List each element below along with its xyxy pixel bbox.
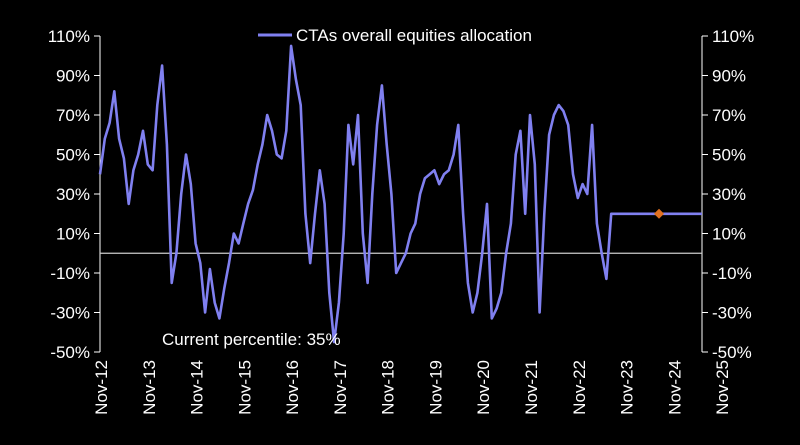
y-tick-label: -30%	[712, 304, 752, 323]
x-tick-label: Nov-21	[522, 360, 541, 415]
y-tick-label: -10%	[50, 264, 90, 283]
y-tick-labels-right: -50% -30% -10% 10% 30% 50% 70% 90% 110%	[702, 27, 754, 362]
x-tick-label: Nov-12	[92, 360, 111, 415]
x-tick-label: Nov-22	[570, 360, 589, 415]
x-tick-label: Nov-18	[379, 360, 398, 415]
y-tick-label: 30%	[712, 185, 746, 204]
y-tick-label: 70%	[712, 106, 746, 125]
x-tick-label: Nov-20	[474, 360, 493, 415]
legend: CTAs overall equities allocation	[258, 26, 532, 45]
y-tick-label: 110%	[712, 27, 754, 46]
y-tick-label: -50%	[50, 343, 90, 362]
y-tick-label: 50%	[712, 146, 746, 165]
y-tick-label: 70%	[56, 106, 90, 125]
x-tick-label: Nov-19	[426, 360, 445, 415]
x-tick-label: Nov-16	[283, 360, 302, 415]
x-tick-label: Nov-17	[331, 360, 350, 415]
y-tick-labels-left: -50% -30% -10% 10% 30% 50% 70% 90% 110%	[48, 27, 100, 362]
y-tick-label: 50%	[56, 146, 90, 165]
y-tick-label: -10%	[712, 264, 752, 283]
y-tick-label: -30%	[50, 304, 90, 323]
y-tick-label: 90%	[56, 67, 90, 86]
y-tick-label: 30%	[56, 185, 90, 204]
x-tick-labels: Nov-12 Nov-13 Nov-14 Nov-15 Nov-16 Nov-17 Nov-…	[92, 360, 732, 415]
y-tick-label: -50%	[712, 343, 752, 362]
legend-label: CTAs overall equities allocation	[296, 26, 532, 45]
x-tick-label: Nov-14	[188, 360, 207, 415]
y-tick-label: 90%	[712, 67, 746, 86]
y-tick-label: 10%	[712, 225, 746, 244]
y-tick-label: 110%	[48, 27, 90, 46]
series-layer	[98, 44, 702, 344]
x-tick-label: Nov-24	[665, 360, 684, 415]
x-tick-label: Nov-15	[235, 360, 254, 415]
percentile-annotation: Current percentile: 35%	[162, 330, 341, 349]
y-tick-label: 10%	[56, 225, 90, 244]
x-tick-label: Nov-23	[618, 360, 637, 415]
x-tick-label: Nov-13	[140, 360, 159, 415]
x-tick-label: Nov-25	[713, 360, 732, 415]
current-point-marker	[654, 208, 664, 219]
series-line	[98, 44, 702, 344]
